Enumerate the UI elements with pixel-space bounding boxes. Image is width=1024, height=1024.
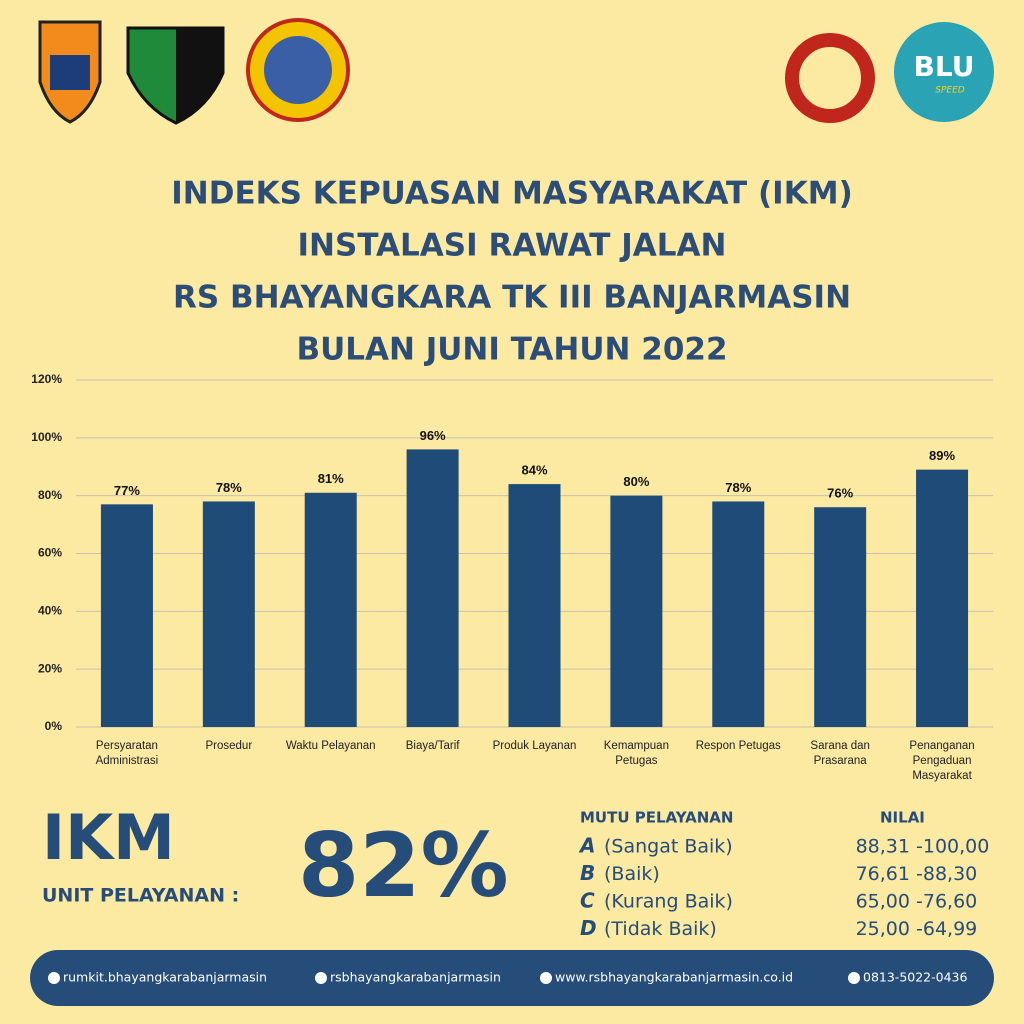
logo-q — [785, 33, 875, 123]
logo-kedokteran — [126, 26, 225, 125]
grade-desc: (Sangat Baik) — [604, 836, 733, 858]
chart-title: INDEKS KEPUASAN MASYARAKAT (IKM) — [171, 176, 853, 212]
bar — [814, 507, 867, 727]
range-low: 88,31 — [856, 836, 910, 858]
footer-icon — [540, 972, 552, 984]
range-high: -100,00 — [916, 836, 989, 858]
value-label: 81% — [318, 471, 344, 486]
range-high: -64,99 — [916, 918, 977, 940]
logo-polda — [38, 20, 102, 124]
y-tick-label: 60% — [38, 546, 62, 560]
footer-text: rsbhayangkarabanjarmasin — [330, 970, 501, 985]
footer-text: 0813-5022-0436 — [863, 970, 968, 985]
footer-icon — [48, 972, 60, 984]
grade-desc: (Kurang Baik) — [604, 891, 733, 913]
table-header: NILAI — [880, 809, 925, 827]
y-tick-label: 0% — [45, 719, 63, 733]
chart-title: RS BHAYANGKARA TK III BANJARMASIN — [173, 280, 851, 316]
x-tick-label: Sarana dan Prasarana — [810, 740, 870, 767]
bar — [916, 469, 969, 727]
grade: C — [580, 889, 595, 913]
y-tick-label: 100% — [31, 430, 62, 444]
range-high: -76,60 — [916, 891, 977, 913]
range-low: 25,00 — [856, 918, 910, 940]
x-tick-label: Kemampuan Petugas — [603, 740, 669, 767]
y-tick-label: 80% — [38, 488, 62, 502]
x-tick-label: Produk Layanan — [492, 740, 577, 752]
ikm-sublabel: UNIT PELAYANAN : — [42, 885, 239, 907]
bar — [304, 492, 357, 727]
range-high: -88,30 — [916, 863, 977, 885]
value-label: 89% — [929, 448, 955, 463]
grade: A — [578, 834, 595, 858]
grade-desc: (Tidak Baik) — [604, 918, 717, 940]
logo-text: BLU — [914, 50, 975, 83]
y-tick-label: 20% — [38, 661, 62, 675]
logo-text: SPEED — [935, 86, 965, 96]
value-label: 78% — [725, 480, 751, 495]
value-label: 77% — [114, 483, 140, 498]
table-header: MUTU PELAYANAN — [580, 809, 733, 827]
footer-text: www.rsbhayangkarabanjarmasin.co.id — [555, 970, 793, 985]
logo-rs — [246, 18, 350, 122]
bar — [202, 501, 255, 727]
x-tick-label: Waktu Pelayanan — [285, 740, 376, 752]
bar — [610, 495, 663, 727]
ikm-label: IKM — [42, 801, 175, 874]
value-label: 96% — [420, 428, 446, 443]
grade: D — [580, 916, 597, 940]
footer-bar — [30, 950, 994, 1006]
value-label: 76% — [827, 486, 853, 501]
value-label: 80% — [623, 474, 649, 489]
range-low: 76,61 — [856, 863, 910, 885]
y-tick-label: 40% — [38, 604, 62, 618]
footer-icon — [315, 972, 327, 984]
ikm-value: 82% — [298, 814, 509, 917]
y-tick-label: 120% — [31, 372, 62, 386]
x-tick-label: Penanganan Pengaduan Masyarakat — [909, 740, 975, 782]
grade: B — [580, 861, 595, 885]
footer-icon — [848, 972, 860, 984]
x-tick-label: Biaya/Tarif — [405, 740, 460, 752]
x-tick-label: Respon Petugas — [695, 740, 781, 752]
footer-text: rumkit.bhayangkarabanjarmasin — [63, 970, 267, 985]
value-label: 84% — [521, 463, 547, 478]
chart-title: INSTALASI RAWAT JALAN — [298, 228, 727, 264]
x-tick-label: Persyaratan Administrasi — [95, 740, 159, 767]
value-label: 78% — [216, 480, 242, 495]
range-low: 65,00 — [856, 891, 910, 913]
bar — [406, 449, 459, 727]
bar — [100, 504, 153, 727]
bar — [508, 484, 561, 727]
bar — [712, 501, 765, 727]
chart-title: BULAN JUNI TAHUN 2022 — [296, 332, 727, 368]
logo-blu: BLU SPEED — [894, 22, 994, 122]
grade-desc: (Baik) — [604, 863, 660, 885]
x-tick-label: Prosedur — [205, 740, 253, 752]
